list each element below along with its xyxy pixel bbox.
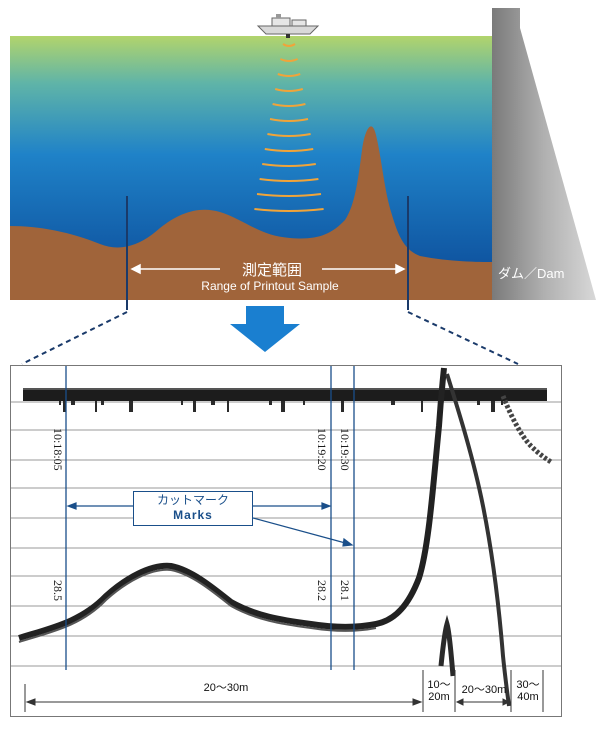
noise-speck	[193, 401, 196, 412]
noise-speck	[303, 401, 305, 405]
sonar-wave	[274, 88, 304, 92]
sonar-wave	[269, 118, 309, 122]
noise-speck	[421, 401, 423, 412]
sonar-wave	[277, 73, 301, 77]
noise-speck	[391, 401, 395, 405]
mark-depth-3: 28.1	[338, 580, 352, 601]
dam	[492, 8, 596, 300]
noise-speck	[101, 401, 104, 405]
lake-bed	[10, 126, 492, 301]
sonar-wave	[282, 43, 296, 47]
sonar-wave	[272, 103, 306, 107]
zoom-guides	[21, 306, 519, 365]
small-spike-echo	[438, 614, 456, 677]
range-title-en: Range of Printout Sample	[201, 279, 339, 293]
cut-mark-lines	[65, 366, 355, 670]
guide-dashed-right	[407, 311, 519, 365]
distance-label-2: 10〜 20m	[427, 679, 451, 703]
dam-label: ダム／Dam	[498, 266, 565, 281]
mark-time-1: 10:18:05	[51, 428, 65, 471]
noise-speck	[477, 401, 480, 405]
noise-speck	[269, 401, 272, 405]
survey-boat-icon	[256, 14, 320, 38]
noise-speck	[501, 401, 503, 405]
mark-depth-2: 28.2	[315, 580, 329, 601]
distance-label-3: 20〜30m	[461, 684, 507, 696]
reservoir-illustration	[10, 8, 596, 310]
dam-echo-trace	[500, 395, 553, 465]
distance-label-4: 30〜 40m	[516, 679, 540, 703]
bottom-echo-trace	[18, 367, 447, 641]
sonar-waves	[254, 43, 324, 212]
depth-grid	[11, 401, 561, 667]
sonar-wave	[264, 148, 314, 152]
distance-label-1: 20〜30m	[203, 682, 249, 694]
peak-echo-right	[445, 373, 511, 707]
marks-label: カットマーク Marks	[133, 491, 253, 526]
reservoir-scene: 測定範囲 Range of Printout Sample ダム／Dam	[0, 0, 602, 310]
sonar-wave	[262, 163, 316, 167]
surface-noise	[59, 401, 503, 412]
echogram-printout: 10:18:05 10:19:20 10:19:30 28.5 28.2 28.…	[10, 365, 562, 717]
noise-speck	[63, 401, 66, 412]
surface-band	[23, 388, 547, 401]
sonar-wave	[256, 193, 322, 197]
noise-speck	[71, 401, 75, 405]
range-title-jp: 測定範囲	[241, 262, 302, 279]
marks-arrows	[66, 502, 354, 547]
noise-speck	[129, 401, 133, 412]
sonar-wave	[279, 58, 299, 62]
sonar-wave	[259, 178, 319, 182]
range-arrow	[130, 263, 406, 275]
noise-speck	[211, 401, 215, 405]
marks-label-jp: カットマーク	[156, 493, 229, 507]
noise-speck	[491, 401, 495, 412]
down-arrow-icon	[230, 306, 300, 352]
echogram-graphic	[11, 366, 561, 712]
sonar-wave	[254, 208, 324, 212]
noise-speck	[341, 401, 344, 412]
noise-speck	[59, 401, 61, 405]
mark-time-2: 10:19:20	[315, 428, 329, 471]
marks-label-en: Marks	[173, 508, 213, 522]
sonar-wave	[267, 133, 311, 137]
mark-depth-1: 28.5	[51, 580, 65, 601]
mark-time-3: 10:19:30	[338, 428, 352, 471]
noise-speck	[281, 401, 285, 412]
noise-speck	[181, 401, 183, 405]
guide-dashed-left	[21, 311, 128, 365]
distance-scale	[24, 670, 544, 712]
noise-speck	[227, 401, 229, 412]
noise-speck	[95, 401, 97, 412]
